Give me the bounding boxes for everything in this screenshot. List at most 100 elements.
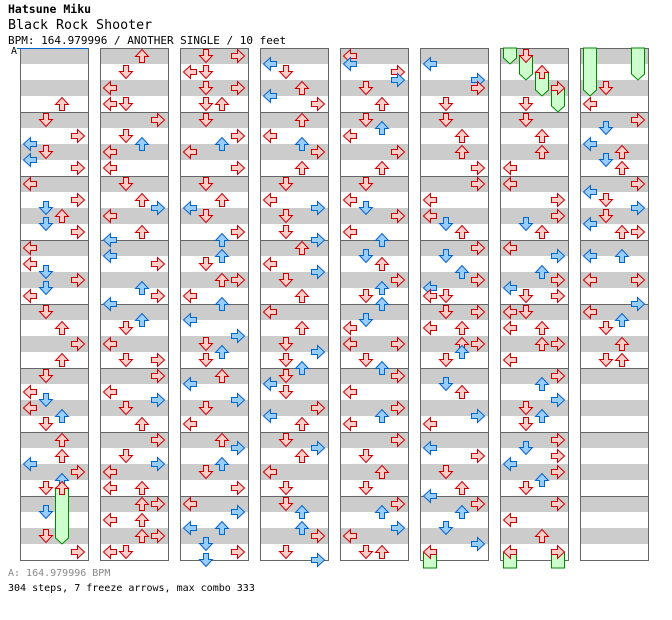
arrow-right-icon — [151, 256, 166, 272]
arrow-left-icon — [182, 416, 197, 432]
arrow-down-icon — [278, 225, 294, 240]
measure — [580, 240, 648, 288]
beat-stripe — [20, 336, 88, 352]
beat-stripe — [100, 368, 168, 384]
measure — [100, 432, 168, 480]
arrow-right-icon — [471, 536, 486, 552]
arrow-down-icon — [278, 177, 294, 192]
arrow-left-icon — [22, 152, 37, 168]
arrow-left-icon — [262, 56, 277, 72]
arrow-left-icon — [342, 320, 357, 336]
chart-column — [20, 48, 89, 561]
arrow-right-icon — [551, 496, 566, 512]
arrow-right-icon — [471, 496, 486, 512]
beat-stripe — [20, 48, 88, 64]
arrow-down-icon — [118, 545, 134, 560]
beat-stripe — [500, 336, 568, 352]
measure — [100, 496, 168, 544]
arrow-right-icon — [151, 288, 166, 304]
beat-stripe — [420, 48, 488, 64]
beat-stripe — [260, 336, 328, 352]
measure — [340, 432, 408, 480]
beat-stripe — [580, 464, 648, 480]
measure — [420, 496, 488, 544]
arrow-left-icon — [182, 200, 197, 216]
beat-stripe — [260, 528, 328, 544]
arrow-down-icon — [278, 497, 294, 512]
arrow-down-icon — [438, 305, 454, 320]
arrow-up-icon — [454, 384, 470, 399]
arrow-left-icon — [22, 400, 37, 416]
arrow-right-icon — [151, 432, 166, 448]
beat-stripe — [180, 48, 248, 64]
measure — [340, 304, 408, 352]
measure — [420, 240, 488, 288]
arrow-left-icon — [582, 184, 597, 200]
arrow-up-icon — [214, 192, 230, 207]
arrow-down-icon — [198, 81, 214, 96]
arrow-left-icon — [22, 176, 37, 192]
measure — [340, 112, 408, 160]
arrow-down-icon — [38, 201, 54, 216]
arrow-left-icon — [342, 192, 357, 208]
beat-stripe — [580, 240, 648, 256]
beat-stripe — [260, 304, 328, 320]
beat-stripe — [260, 496, 328, 512]
arrow-up-icon — [454, 224, 470, 239]
beat-stripe — [340, 176, 408, 192]
arrow-right-icon — [551, 448, 566, 464]
arrow-up-icon — [294, 504, 310, 519]
arrow-down-icon — [358, 201, 374, 216]
arrow-down-icon — [518, 441, 534, 456]
beat-stripe — [420, 176, 488, 192]
beat-stripe — [100, 496, 168, 512]
beat-stripe — [340, 432, 408, 448]
measure — [260, 48, 328, 96]
arrow-left-icon — [182, 520, 197, 536]
arrow-up-icon — [134, 416, 150, 431]
arrow-up-icon — [374, 360, 390, 375]
freeze-body — [631, 47, 645, 81]
arrow-up-icon — [374, 96, 390, 111]
beat-stripe — [500, 240, 568, 256]
arrow-down-icon — [38, 417, 54, 432]
measure — [180, 176, 248, 224]
arrow-down-icon — [598, 153, 614, 168]
arrow-down-icon — [438, 289, 454, 304]
arrow-down-icon — [518, 113, 534, 128]
arrow-down-icon — [278, 209, 294, 224]
arrow-down-icon — [438, 113, 454, 128]
beat-stripe — [420, 80, 488, 96]
arrow-left-icon — [342, 48, 357, 64]
arrow-left-icon — [502, 456, 517, 472]
song-title: Black Rock Shooter — [8, 18, 153, 33]
arrow-right-icon — [231, 480, 246, 496]
arrow-left-icon — [22, 384, 37, 400]
arrow-up-icon — [534, 528, 550, 543]
beat-stripe — [180, 112, 248, 128]
arrow-right-icon — [311, 232, 326, 248]
arrow-left-icon — [102, 208, 117, 224]
arrow-up-icon — [134, 312, 150, 327]
beat-stripe — [180, 464, 248, 480]
arrow-right-icon — [631, 272, 646, 288]
beat-stripe — [420, 112, 488, 128]
measure — [260, 368, 328, 416]
arrow-down-icon — [358, 289, 374, 304]
chart-column — [180, 48, 249, 561]
chart-column — [420, 48, 489, 561]
measure — [420, 368, 488, 416]
arrow-right-icon — [71, 128, 86, 144]
measure — [420, 304, 488, 352]
beat-stripe — [100, 48, 168, 64]
chart-column — [340, 48, 409, 561]
arrow-right-icon — [391, 272, 406, 288]
freeze-arrow-right — [551, 47, 645, 569]
beat-stripe — [20, 112, 88, 128]
arrow-down-icon — [38, 113, 54, 128]
measure — [500, 304, 568, 352]
measure — [260, 304, 328, 352]
arrow-left-icon — [422, 488, 437, 504]
arrow-right-icon — [311, 264, 326, 280]
beat-stripe — [100, 80, 168, 96]
